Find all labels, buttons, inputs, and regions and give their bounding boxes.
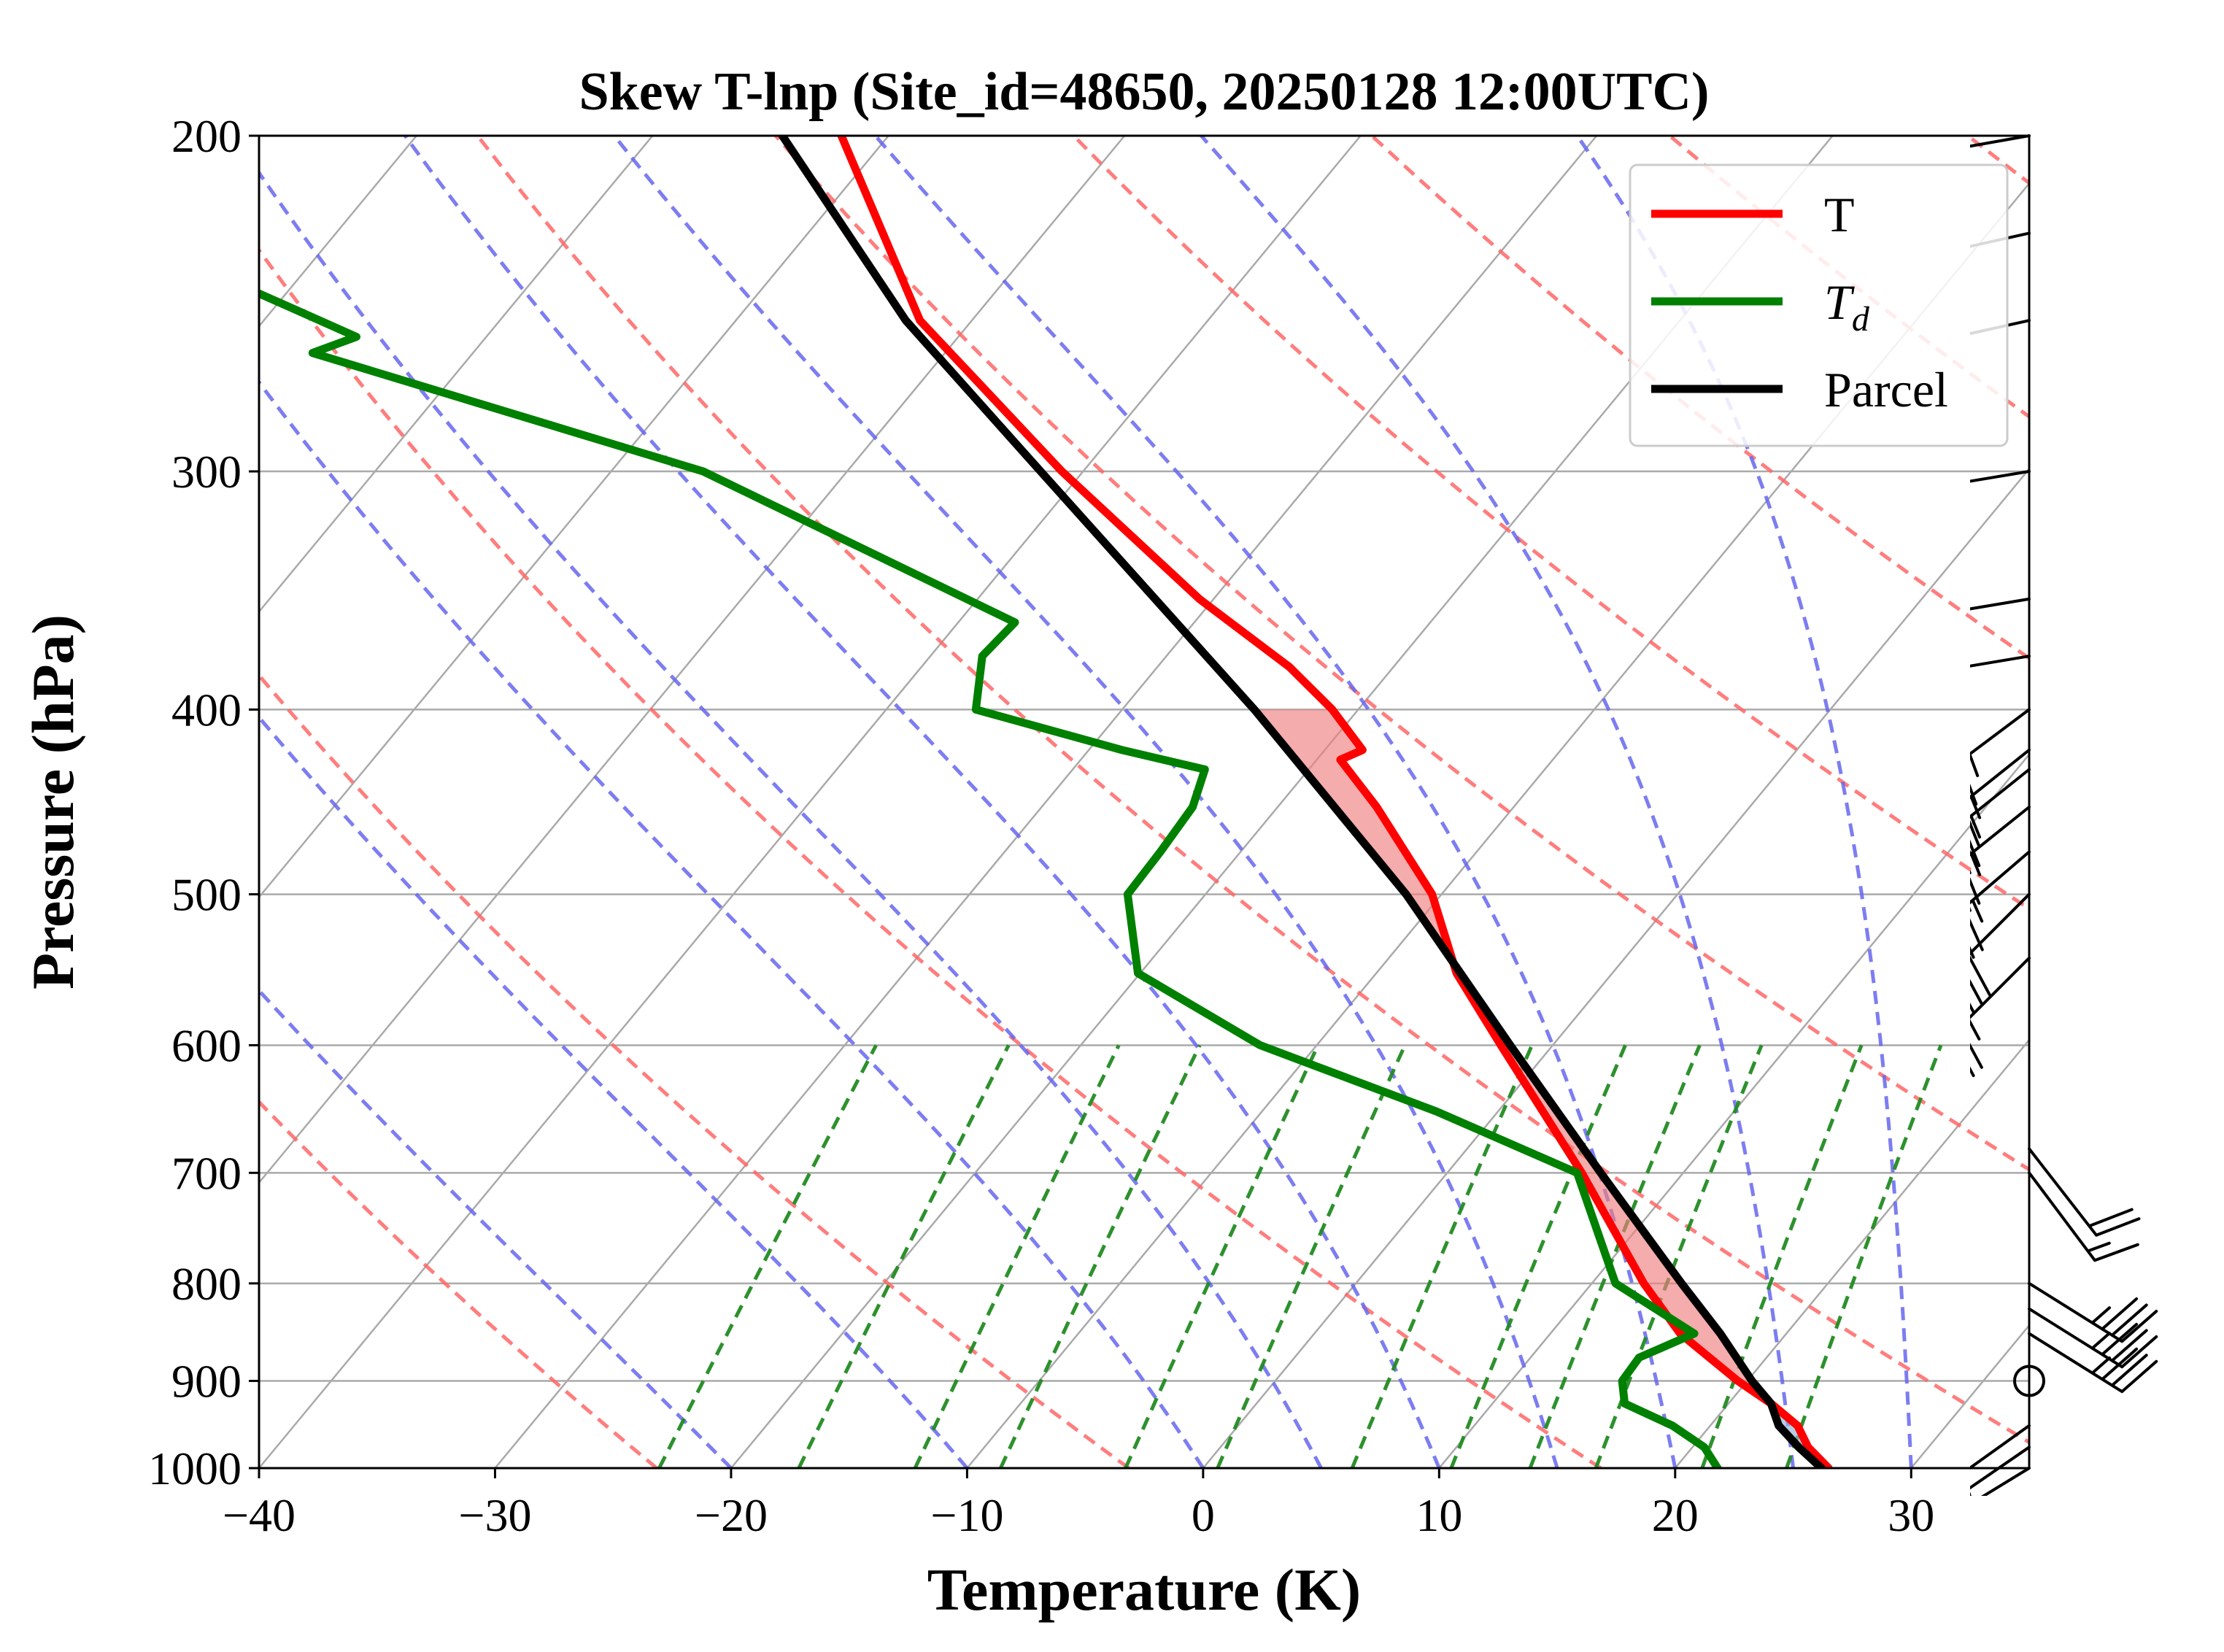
dry-adiabat (259, 1099, 658, 1468)
y-tick-label: 600 (171, 1019, 242, 1071)
legend-label: Td (1824, 274, 1870, 339)
moist-adiabat (612, 136, 1559, 1468)
moist-adiabat (1575, 136, 1913, 1468)
moist-adiabat (259, 169, 1323, 1468)
legend-label: Parcel (1824, 362, 1948, 417)
legend-label: T (1824, 187, 1855, 242)
y-tick-label: 500 (171, 869, 242, 921)
wind-barb (1970, 655, 2031, 668)
y-tick-label: 800 (171, 1258, 242, 1310)
legend: T Td Parcel (1629, 163, 2009, 447)
x-tick-label: 10 (1416, 1489, 1462, 1541)
mixing-ratio-line (797, 1044, 1011, 1468)
wind-barb (2028, 1147, 2141, 1237)
isotherm-gridline (259, 136, 889, 899)
mixing-ratio-line (999, 1044, 1202, 1468)
wind-barb (2028, 1332, 2158, 1394)
mixing-ratio-line (657, 1044, 878, 1468)
wind-barb (1970, 806, 2031, 912)
axes-layer: −40 −30 −20 −10 0 10 20 30 1000 900 800 700 600 500 40… (148, 110, 2031, 1541)
isotherm-gridline (259, 136, 1362, 1468)
isotherm-gridline (1202, 467, 2029, 1468)
x-axis-label: Temperature (K) (927, 1556, 1361, 1623)
plot-frame (258, 134, 2031, 1470)
wind-barb (1970, 470, 2031, 483)
wind-barb (1970, 768, 2031, 875)
wind-barb (2028, 1281, 2158, 1343)
dry-adiabat (259, 247, 1602, 1468)
mixing-ratio-line (1528, 1044, 1702, 1468)
y-tick-label: 700 (171, 1147, 242, 1199)
wind-barb (1970, 597, 2031, 611)
dewpoint-line (259, 289, 1722, 1468)
isotherm-gridline (494, 136, 1598, 1468)
x-tick-label: −10 (930, 1489, 1003, 1541)
y-axis-label: Pressure (hPa) (20, 614, 86, 989)
y-tick-label: 400 (171, 684, 242, 736)
wind-barb (1970, 850, 2031, 959)
dry-adiabat (476, 136, 2029, 1445)
x-tick-label: 30 (1888, 1489, 1934, 1541)
wind-barb (1970, 1446, 2031, 1496)
legend-box (1629, 163, 2009, 447)
wind-barb (2028, 1307, 2158, 1369)
mixing-ratio-line (1216, 1044, 1407, 1468)
x-tick-label: −30 (458, 1489, 531, 1541)
isotherm-gridline (1674, 1038, 2029, 1468)
x-tick-label: 0 (1192, 1489, 1215, 1541)
wind-barb (1970, 1424, 2031, 1470)
wind-barb (1970, 892, 2031, 1014)
mixing-ratio-line (1124, 1044, 1320, 1468)
moist-adiabat (1200, 136, 1795, 1468)
y-tick-label: 900 (171, 1355, 242, 1407)
x-tick-label: −40 (223, 1489, 296, 1541)
y-tick-label: 300 (171, 446, 242, 498)
mixing-ratio-line (1785, 1044, 1943, 1468)
x-tick-label: −20 (695, 1489, 768, 1541)
profile-layer (259, 136, 1833, 1468)
moist-adiabat (404, 136, 1441, 1468)
wind-barb (2028, 1171, 2139, 1262)
reference-lines-layer (259, 136, 2029, 1468)
parcel-line (778, 136, 1826, 1468)
mixing-ratio-line (1449, 1044, 1627, 1468)
x-tick-label: 20 (1652, 1489, 1699, 1541)
dry-adiabat (1370, 136, 2029, 661)
moist-adiabat (259, 714, 969, 1468)
mixing-ratio-line (1700, 1044, 1864, 1468)
wind-barb (1970, 748, 2031, 855)
wind-barb (1970, 708, 2031, 806)
chart-title: Skew T-lnp (Site_id=48650, 20250128 12:0… (579, 62, 1709, 122)
y-tick-label: 1000 (148, 1443, 242, 1494)
mixing-ratio-line (913, 1044, 1121, 1468)
moist-adiabat (259, 379, 1205, 1468)
isotherm-gridline (259, 136, 654, 614)
moist-adiabat (259, 987, 733, 1468)
y-tick-label: 200 (171, 110, 242, 162)
wind-barb (1970, 134, 2031, 148)
